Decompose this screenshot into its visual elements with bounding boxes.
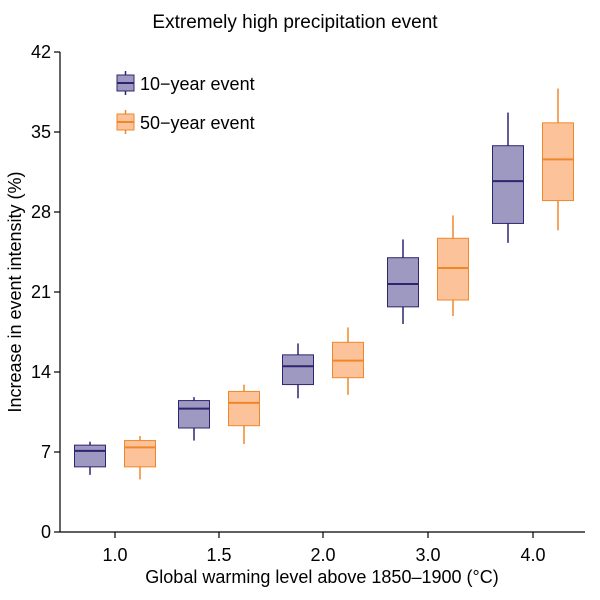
- chart-title: Extremely high precipitation event: [152, 12, 438, 33]
- x-tick-label: 2.0: [310, 545, 335, 565]
- box-10-year-1.0: [74, 441, 106, 475]
- x-tick-label: 4.0: [520, 545, 545, 565]
- box-50-year-3.0: [437, 215, 469, 316]
- box-iqr: [542, 122, 574, 202]
- y-tick-label: 28: [31, 202, 51, 222]
- legend-item-10-year: 10−year event: [116, 71, 255, 95]
- box-iqr: [228, 390, 260, 427]
- x-tick-label: 1.5: [206, 545, 231, 565]
- legend: 10−year event 50−year event: [116, 71, 255, 134]
- box-iqr: [282, 354, 314, 386]
- x-axis-label: Global warming level above 1850–1900 (°C…: [145, 567, 498, 587]
- box-10-year-1.5: [178, 397, 210, 441]
- box-iqr: [124, 440, 156, 468]
- y-tick-label: 0: [41, 522, 51, 542]
- y-tick-label: 7: [41, 442, 51, 462]
- legend-label-10-year: 10−year event: [140, 74, 255, 94]
- x-tick-label: 1.0: [102, 545, 127, 565]
- y-tick-label: 35: [31, 122, 51, 142]
- y-axis-label: Increase in event intensity (%): [5, 171, 25, 412]
- box-10-year-4.0: [492, 112, 524, 243]
- box-50-year-1.5: [228, 384, 260, 444]
- legend-item-50-year: 50−year event: [116, 110, 255, 134]
- box-iqr: [387, 257, 419, 308]
- y-tick-label: 21: [31, 282, 51, 302]
- y-tick-label: 42: [31, 42, 51, 62]
- y-axis: 0 7 14 21 28 35 42: [31, 42, 61, 542]
- y-tick-label: 14: [31, 362, 51, 382]
- box-iqr: [437, 237, 469, 301]
- box-10-year-2.0: [282, 343, 314, 399]
- box-iqr: [74, 444, 106, 468]
- box-iqr: [492, 145, 524, 224]
- box-50-year-1.0: [124, 436, 156, 480]
- box-series-group: [74, 88, 574, 480]
- x-axis: 1.0 1.5 2.0 3.0 4.0: [60, 531, 585, 565]
- box-50-year-4.0: [542, 88, 574, 231]
- box-50-year-2.0: [332, 327, 364, 395]
- box-10-year-3.0: [387, 239, 419, 324]
- legend-label-50-year: 50−year event: [140, 113, 255, 133]
- box-iqr: [178, 400, 210, 429]
- x-tick-label: 3.0: [415, 545, 440, 565]
